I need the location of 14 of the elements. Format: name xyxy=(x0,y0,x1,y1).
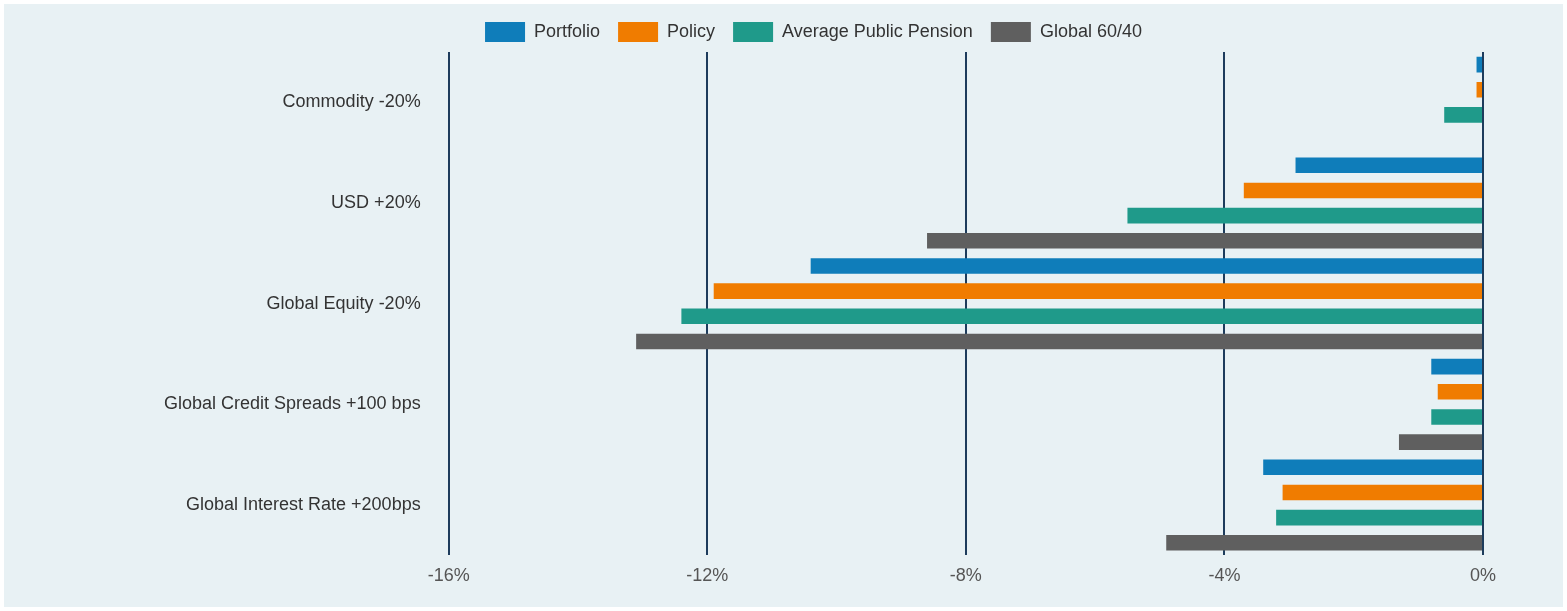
y-tick-label: Global Interest Rate +200bps xyxy=(186,494,421,515)
y-tick-label: USD +20% xyxy=(331,191,421,212)
y-tick-label: Global Equity -20% xyxy=(266,292,421,313)
x-tick-label: -12% xyxy=(686,565,729,586)
legend-label: Average Public Pension xyxy=(782,20,973,41)
legend-label: Portfolio xyxy=(534,20,601,41)
legend-label: Policy xyxy=(667,20,716,41)
legend-label: Global 60/40 xyxy=(1039,20,1142,41)
y-tick-label: Global Credit Spreads +100 bps xyxy=(163,393,421,414)
x-tick-label: -8% xyxy=(949,565,982,586)
x-tick-label: -16% xyxy=(427,565,470,586)
x-tick-label: -4% xyxy=(1208,565,1241,586)
x-tick-label: 0% xyxy=(1469,565,1497,586)
y-tick-label: Commodity -20% xyxy=(282,91,421,112)
